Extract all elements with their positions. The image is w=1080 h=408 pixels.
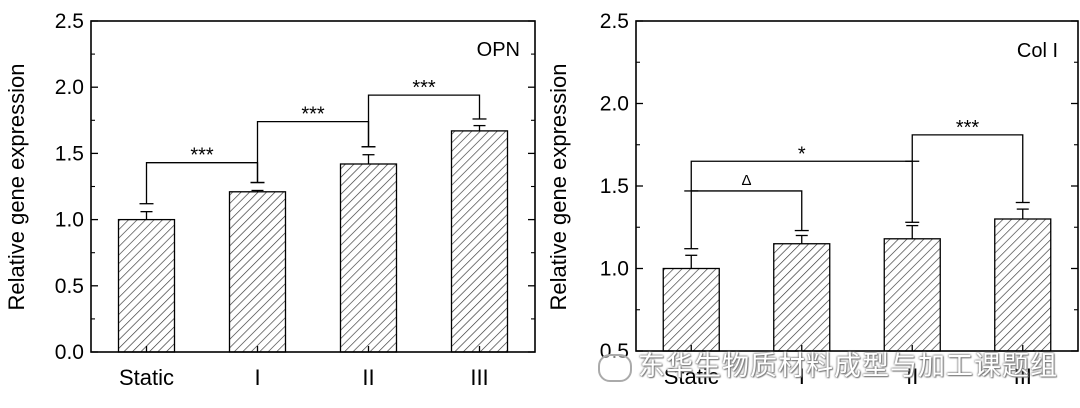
y-tick-label: 0.0 [55,341,84,364]
plot-frame [90,20,536,353]
bar [117,218,176,353]
bar [339,163,398,353]
panel-label: OPN [477,39,520,61]
y-tick-label: 1.5 [55,142,84,165]
bar [228,191,287,353]
y-tick-label: 1.5 [600,175,629,198]
y-tick-label: 2.0 [600,93,629,116]
y-tick-label: 2.5 [55,10,84,33]
y-tick-label: 2.0 [55,76,84,99]
opn-chart: 0.0 0.5 1.0 1.5 2.0 2.5 Relative gene expressi… [4,10,536,390]
significance-label: * [798,143,806,165]
bar [662,267,720,352]
x-tick-label: I [799,364,805,389]
y-axis-label: Relative gene expression [4,63,29,310]
y-tick-label: 2.5 [600,10,629,33]
significance-bracket [690,190,803,249]
bar [450,130,509,353]
y-tick-label: 1.0 [55,209,84,232]
bar [773,243,831,352]
bar [994,218,1052,352]
watermark: 东华生物质材料成型与加工课题组 [598,344,1058,383]
x-tick-label: Static [119,365,174,390]
x-tick-label: III [470,365,488,390]
bar [883,238,941,352]
y-tick-label: 0.5 [55,275,84,298]
significance-label: *** [956,117,980,139]
significance-label: *** [301,104,325,126]
x-tick-label: I [254,365,260,390]
x-tick-label: II [906,364,918,389]
panel-label: Col I [1017,40,1058,62]
x-tick-label: Static [664,364,719,389]
significance-label: *** [412,77,436,99]
x-tick-label: III [1014,364,1032,389]
significance-bracket [367,94,481,147]
y-tick-label: 1.0 [600,258,629,281]
significance-bracket [911,134,1024,203]
x-tick-label: II [362,365,374,390]
significance-label: Δ [741,172,751,189]
y-axis-label: Relative gene expression [546,63,571,310]
plot-frame [635,20,1079,352]
significance-bracket [690,160,913,223]
watermark-text: 东华生物质材料成型与加工课题组 [638,351,1058,382]
significance-label: *** [190,145,214,167]
wechat-icon [598,353,632,382]
